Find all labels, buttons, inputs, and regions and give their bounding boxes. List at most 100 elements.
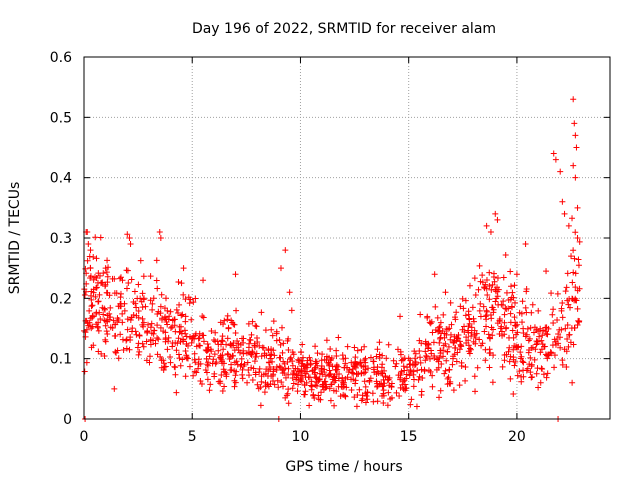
- data-point: [568, 253, 575, 260]
- data-point: [162, 336, 169, 343]
- data-point: [494, 216, 501, 223]
- data-point: [362, 390, 369, 397]
- data-point: [537, 379, 544, 386]
- data-point: [363, 393, 370, 400]
- data-point: [523, 331, 530, 338]
- data-point: [361, 378, 368, 385]
- data-point: [481, 285, 488, 292]
- data-point: [227, 341, 234, 348]
- data-point: [139, 290, 146, 297]
- data-point: [418, 388, 425, 395]
- data-point: [353, 403, 360, 410]
- data-point: [172, 364, 179, 371]
- data-point: [361, 343, 368, 350]
- data-point: [315, 392, 322, 399]
- data-point: [262, 327, 269, 334]
- data-point: [490, 352, 497, 359]
- data-point: [528, 374, 535, 381]
- data-point: [333, 347, 340, 354]
- data-point: [200, 332, 207, 339]
- data-point: [549, 311, 556, 318]
- data-point: [186, 300, 193, 307]
- data-point: [449, 355, 456, 362]
- data-point: [462, 377, 469, 384]
- tick-labels: 0 0.1 0.2 0.3 0.4 0.5 0.6 0 5 10 15 20: [50, 50, 526, 445]
- data-point: [539, 365, 546, 372]
- data-point: [221, 317, 228, 324]
- data-point: [103, 328, 110, 335]
- data-point: [190, 372, 197, 379]
- data-point: [104, 318, 111, 325]
- data-point: [526, 361, 533, 368]
- data-point: [483, 323, 490, 330]
- data-point: [507, 353, 514, 360]
- data-point: [297, 349, 304, 356]
- data-point: [503, 324, 510, 331]
- data-point: [188, 316, 195, 323]
- data-point: [542, 324, 549, 331]
- data-point: [403, 371, 410, 378]
- data-point: [104, 279, 111, 286]
- data-point: [423, 353, 430, 360]
- data-point: [293, 374, 300, 381]
- data-point: [157, 303, 164, 310]
- data-point: [519, 298, 526, 305]
- data-point: [554, 316, 561, 323]
- data-point: [550, 320, 557, 327]
- data-point: [490, 306, 497, 313]
- data-point: [572, 297, 579, 304]
- data-point: [400, 363, 407, 370]
- data-point: [385, 341, 392, 348]
- data-point: [557, 344, 564, 351]
- data-point: [270, 366, 277, 373]
- data-point: [522, 241, 529, 248]
- data-point: [182, 313, 189, 320]
- data-point: [552, 341, 559, 348]
- data-point: [277, 265, 284, 272]
- data-point: [442, 367, 449, 374]
- data-point: [422, 357, 429, 364]
- data-point: [252, 322, 259, 329]
- data-point: [349, 369, 356, 376]
- data-point: [511, 342, 518, 349]
- data-point: [400, 378, 407, 385]
- data-point: [318, 363, 325, 370]
- data-point: [514, 372, 521, 379]
- data-point: [228, 342, 235, 349]
- data-point: [397, 384, 404, 391]
- data-point: [81, 368, 88, 375]
- data-point: [223, 341, 230, 348]
- data-point: [221, 368, 228, 375]
- data-point: [160, 357, 167, 364]
- data-point: [447, 331, 454, 338]
- data-point: [321, 366, 328, 373]
- data-point: [322, 378, 329, 385]
- data-point: [570, 247, 577, 254]
- data-point: [557, 334, 564, 341]
- data-point: [102, 336, 109, 343]
- data-point: [466, 350, 473, 357]
- data-point: [149, 300, 156, 307]
- data-point: [404, 364, 411, 371]
- data-point: [447, 299, 454, 306]
- data-point: [435, 327, 442, 334]
- data-point: [277, 354, 284, 361]
- data-point: [280, 366, 287, 373]
- data-point: [252, 369, 259, 376]
- data-point: [494, 288, 501, 295]
- data-point: [311, 369, 318, 376]
- data-point: [561, 210, 568, 217]
- data-point: [204, 376, 211, 383]
- data-point: [527, 369, 534, 376]
- data-point: [360, 370, 367, 377]
- data-point: [543, 330, 550, 337]
- data-point: [571, 325, 578, 332]
- data-point: [215, 347, 222, 354]
- data-point: [153, 257, 160, 264]
- data-point: [384, 402, 391, 409]
- data-point: [211, 370, 218, 377]
- data-point: [156, 228, 163, 235]
- data-point: [481, 284, 488, 291]
- data-point: [326, 367, 333, 374]
- data-point: [90, 276, 97, 283]
